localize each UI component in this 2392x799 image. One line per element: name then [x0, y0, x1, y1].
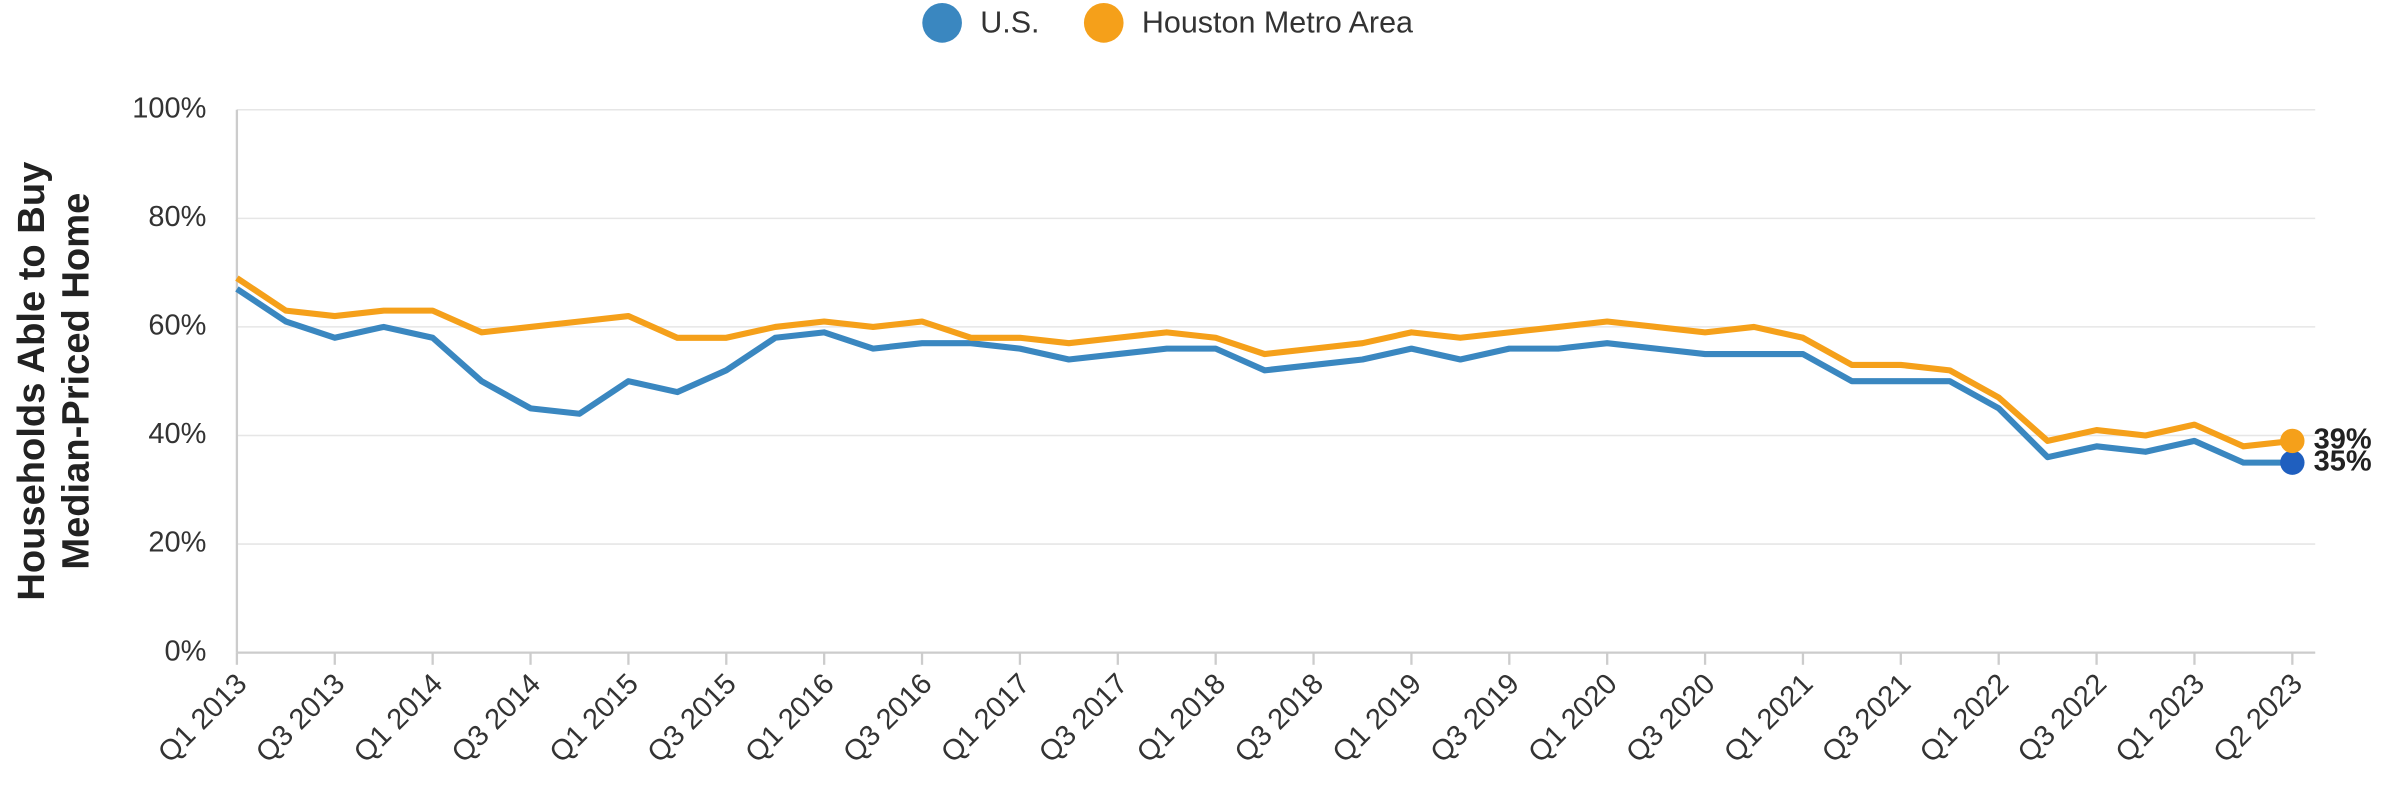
x-tick-label: Q1 2014	[348, 668, 449, 769]
end-point	[2280, 450, 2305, 475]
y-tick-label: 100%	[132, 92, 206, 124]
x-tick-label: Q1 2021	[1718, 668, 1819, 769]
x-tick-label: Q3 2020	[1620, 668, 1721, 769]
legend-label: U.S.	[980, 5, 1039, 39]
x-tick-label: Q1 2015	[544, 668, 645, 769]
end-point	[2280, 428, 2305, 454]
x-tick-label: Q1 2013	[152, 668, 253, 769]
x-tick-label: Q1 2022	[1914, 668, 2015, 769]
series-line	[235, 286, 2293, 466]
x-tick-label: Q1 2023	[2110, 668, 2211, 769]
x-tick-label: Q3 2015	[642, 668, 743, 769]
x-tick-label: Q3 2017	[1033, 668, 1134, 769]
x-tick-label: Q1 2016	[739, 668, 840, 769]
y-tick-label: 20%	[148, 527, 206, 559]
y-tick-label: 40%	[148, 418, 206, 450]
legend-swatch	[922, 3, 962, 43]
legend-label: Houston Metro Area	[1142, 5, 1413, 39]
y-tick-label: 80%	[148, 201, 206, 233]
y-tick-label: 60%	[148, 310, 206, 342]
x-tick-label: Q3 2021	[1816, 668, 1917, 769]
x-tick-label: Q3 2018	[1229, 668, 1330, 769]
y-tick-label: 0%	[165, 635, 207, 667]
series-line	[235, 275, 2293, 450]
data-label: 35%	[2314, 445, 2372, 477]
x-tick-label: Q1 2018	[1131, 668, 1232, 769]
x-tick-label: Q1 2020	[1522, 668, 1623, 769]
legend-swatch	[1083, 3, 1124, 43]
y-axis-label: Households Able to Buy	[10, 162, 53, 601]
x-tick-label: Q3 2013	[250, 668, 351, 769]
x-tick-label: Q3 2019	[1425, 668, 1526, 769]
x-tick-label: Q3 2014	[446, 668, 547, 769]
x-tick-label: Q1 2019	[1327, 668, 1428, 769]
data-label: 39%	[2314, 424, 2372, 456]
y-axis-label: Median-Priced Home	[54, 193, 97, 570]
x-tick-label: Q2 2023	[2208, 668, 2309, 769]
x-tick-label: Q3 2022	[2012, 668, 2113, 769]
x-tick-label: Q3 2016	[837, 668, 938, 769]
x-tick-label: Q1 2017	[935, 668, 1036, 769]
